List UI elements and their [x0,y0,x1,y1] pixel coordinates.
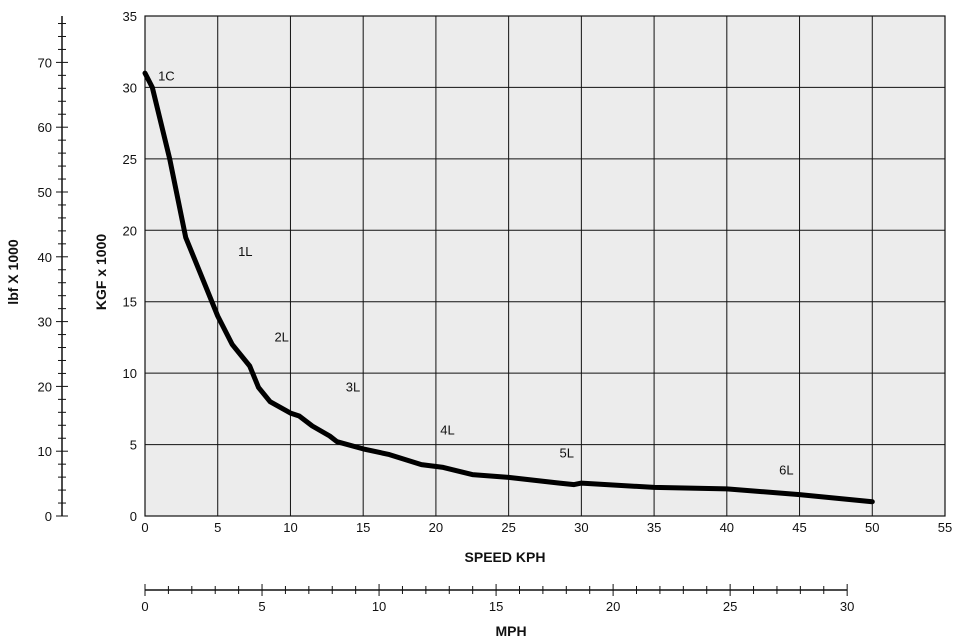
lbf-axis: 0 10 20 30 40 50 60 70 [38,16,68,524]
x-tick-label: 55 [938,520,952,535]
y-tick-label: 15 [123,295,137,310]
mph-tick-label: 30 [840,599,854,614]
y-tick-label: 25 [123,152,137,167]
x-tick-label: 20 [429,520,443,535]
gear-label-4l: 4L [440,423,454,438]
grid-lines [144,15,946,517]
tractive-effort-line [142,70,875,505]
lbf-axis-title: lbf X 1000 [5,239,21,305]
plot-area [144,15,946,517]
x-tick-label: 40 [720,520,734,535]
series-group [142,70,875,505]
gear-label-1l: 1L [238,244,252,259]
x-tick-label: 50 [865,520,879,535]
x-axis-title: SPEED KPH [465,549,546,565]
x-axis-ticks: 0 5 10 15 20 25 30 35 40 45 50 55 [141,520,952,535]
lbf-tick-label: 0 [45,509,52,524]
lbf-tick-label: 70 [38,55,52,70]
x-tick-label: 45 [792,520,806,535]
x-tick-label: 5 [214,520,221,535]
y-tick-label: 20 [123,223,137,238]
lbf-tick-label: 50 [38,185,52,200]
mph-tick-label: 5 [258,599,265,614]
mph-tick-label: 25 [723,599,737,614]
gear-label-6l: 6L [779,463,793,478]
y-tick-label: 5 [130,438,137,453]
y-tick-label: 0 [130,509,137,524]
gear-label-5l: 5L [560,445,574,460]
lbf-tick-label: 10 [38,444,52,459]
y-tick-label: 30 [123,80,137,95]
lbf-tick-label: 60 [38,120,52,135]
x-tick-label: 15 [356,520,370,535]
y-axis-title: KGF x 1000 [93,234,109,310]
lbf-tick-label: 20 [38,379,52,394]
mph-axis: 0 5 10 15 20 25 30 [141,584,854,614]
mph-tick-label: 0 [141,599,148,614]
y-axis-ticks: 0 5 10 15 20 25 30 35 [123,9,137,524]
mph-tick-label: 20 [606,599,620,614]
mph-tick-label: 15 [489,599,503,614]
mph-axis-title: MPH [495,623,526,639]
lbf-tick-label: 40 [38,250,52,265]
mph-tick-label: 10 [372,599,386,614]
x-tick-label: 25 [501,520,515,535]
gear-label-2l: 2L [274,330,288,345]
gear-label-1c: 1C [158,68,175,83]
y-tick-label: 10 [123,366,137,381]
x-tick-label: 35 [647,520,661,535]
y-tick-label: 35 [123,9,137,24]
gear-label-3l: 3L [346,380,360,395]
x-tick-label: 30 [574,520,588,535]
lbf-tick-label: 30 [38,315,52,330]
x-tick-label: 10 [283,520,297,535]
gear-annotations: 1C 1L 2L 3L 4L 5L 6L [158,68,794,477]
x-tick-label: 0 [141,520,148,535]
